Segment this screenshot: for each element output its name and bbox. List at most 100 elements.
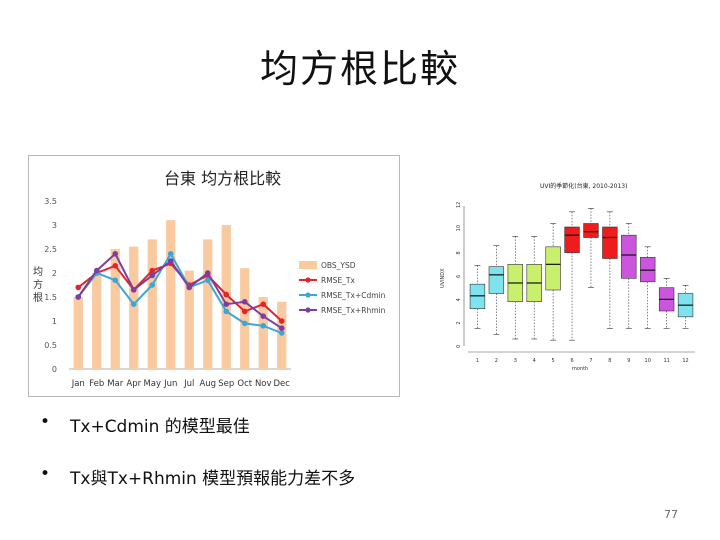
- x-tick-label: Aug: [199, 379, 216, 389]
- point-RMSE_Tx+Cdmin: [278, 330, 285, 336]
- x-tick-label: Jan: [71, 379, 85, 389]
- point-RMSE_Tx+Cdmin: [204, 277, 211, 283]
- bullet-dot-icon: •: [40, 464, 51, 484]
- boxplot-x-tick: 8: [608, 358, 611, 364]
- bar-OBS_YSD: [184, 270, 194, 369]
- y-axis-label: 均方根: [33, 266, 43, 304]
- point-RMSE_Tx+Rhmin: [167, 258, 174, 264]
- point-RMSE_Tx+Rhmin: [204, 270, 211, 276]
- line-RMSE_Tx+Rhmin: [77, 252, 283, 330]
- point-RMSE_Tx+Cdmin: [260, 323, 267, 329]
- x-tick-label: Feb: [89, 379, 104, 389]
- box-body: [545, 246, 561, 291]
- point-RMSE_Tx+Rhmin: [130, 287, 137, 293]
- point-RMSE_Tx+Rhmin: [186, 284, 193, 291]
- bar-OBS_YSD: [129, 246, 139, 369]
- boxplot-x-tick: 3: [514, 358, 517, 364]
- x-tick-label: May: [143, 379, 161, 389]
- bar-OBS_YSD: [110, 249, 120, 369]
- point-RMSE_Tx: [260, 301, 267, 307]
- bar-OBS_YSD: [166, 220, 176, 369]
- boxplot-x-tick: 7: [589, 358, 592, 364]
- boxplot-y-label: UVINDX: [440, 268, 446, 288]
- bar-OBS_YSD: [92, 273, 102, 369]
- x-tick-label: Apr: [126, 379, 141, 389]
- boxplot-x-tick: 11: [663, 358, 669, 364]
- boxplot-y-tick: 0: [456, 345, 462, 348]
- point-RMSE_Tx: [241, 308, 248, 315]
- point-RMSE_Tx: [112, 263, 119, 269]
- y-tick-label: 2: [52, 269, 57, 278]
- legend-marker: [305, 292, 311, 298]
- y-axis-label-char: 均: [33, 266, 43, 278]
- slide-title: 均方根比較: [259, 47, 460, 91]
- boxplot-x-label: month: [572, 366, 588, 372]
- point-RMSE_Tx+Rhmin: [149, 272, 156, 279]
- boxplot-x-tick: 6: [570, 358, 573, 364]
- boxplot-title: UVI的季節化(台東, 2010-2013): [540, 182, 627, 190]
- x-tick-label: Mar: [107, 379, 124, 389]
- box-body: [488, 266, 505, 294]
- bar-OBS_YSD: [73, 297, 83, 369]
- rmse-chart-svg: 台東 均方根比較 均方根 Jan Feb Mar Apr May Jun Jul Aug Sep…: [33, 169, 386, 389]
- box-body: [583, 223, 599, 238]
- y-tick-label: 2.5: [44, 245, 57, 254]
- legend-marker: [305, 277, 311, 283]
- point-RMSE_Tx: [223, 291, 230, 298]
- bullet-item: • Tx與Tx+Rhmin 模型預報能力差不多: [40, 464, 680, 516]
- y-tick-label: 3: [52, 221, 57, 230]
- x-tick-label: Dec: [274, 379, 291, 389]
- x-tick-label: Jun: [163, 379, 177, 389]
- point-RMSE_Tx: [75, 284, 82, 291]
- bar-OBS_YSD: [240, 268, 250, 369]
- y-tick-label: 0: [52, 365, 57, 374]
- point-RMSE_Tx+Cdmin: [167, 251, 174, 257]
- boxplot-x-tick: 12: [682, 358, 688, 364]
- y-tick-label: 1: [52, 317, 57, 326]
- y-tick-label: 0.5: [44, 341, 57, 350]
- boxplot-x-tick: 9: [627, 358, 630, 364]
- point-RMSE_Tx+Cdmin: [130, 301, 137, 307]
- point-RMSE_Tx+Cdmin: [149, 282, 156, 288]
- y-axis-label-char: 根: [33, 291, 43, 304]
- x-tick-label: Jul: [183, 379, 194, 389]
- point-RMSE_Tx+Cdmin: [241, 320, 248, 327]
- box-body: [602, 226, 618, 259]
- point-RMSE_Tx+Rhmin: [93, 267, 100, 274]
- x-tick-label: Oct: [237, 379, 252, 389]
- point-RMSE_Tx+Rhmin: [75, 294, 82, 300]
- legend-label: RMSE_Tx+Rhmin: [321, 306, 386, 315]
- box-body: [564, 226, 580, 253]
- boxplot-x-tick: 4: [533, 358, 536, 364]
- point-RMSE_Tx+Rhmin: [112, 251, 119, 257]
- boxplot-y-tick: 12: [456, 202, 462, 208]
- boxplot-y-tick: 10: [456, 225, 462, 231]
- boxplot-x-tick: 5: [552, 358, 555, 364]
- bar-OBS_YSD: [147, 239, 157, 369]
- point-RMSE_Tx+Rhmin: [278, 325, 285, 331]
- boxplot-x-tick: 1: [476, 358, 479, 364]
- boxplot-y-tick: 2: [456, 321, 462, 324]
- bullet-text: Tx與Tx+Rhmin 模型預報能力差不多: [70, 469, 356, 489]
- x-tick-label: Nov: [255, 379, 272, 389]
- boxplot-x-tick: 10: [645, 358, 651, 364]
- point-RMSE_Tx+Cdmin: [223, 308, 230, 315]
- line-RMSE_Tx+Cdmin: [77, 251, 283, 334]
- y-tick-label: 1.5: [44, 293, 57, 302]
- bar-OBS_YSD: [258, 297, 268, 369]
- bullet-text: Tx+Cdmin 的模型最佳: [70, 417, 250, 437]
- chart-title: 台東 均方根比較: [164, 169, 281, 188]
- point-RMSE_Tx+Rhmin: [223, 301, 230, 307]
- legend-swatch: [299, 261, 317, 269]
- x-tick-label: Sep: [218, 379, 234, 389]
- boxplot-y-tick: 4: [456, 298, 462, 301]
- page-number: 77: [664, 508, 678, 521]
- boxplot-y-tick: 8: [456, 251, 462, 254]
- point-RMSE_Tx: [278, 318, 285, 324]
- boxplot-y-tick: 6: [456, 275, 462, 278]
- point-RMSE_Tx+Rhmin: [260, 313, 267, 319]
- boxplot-x-tick: 2: [495, 358, 498, 364]
- y-axis-label-char: 方: [33, 278, 43, 291]
